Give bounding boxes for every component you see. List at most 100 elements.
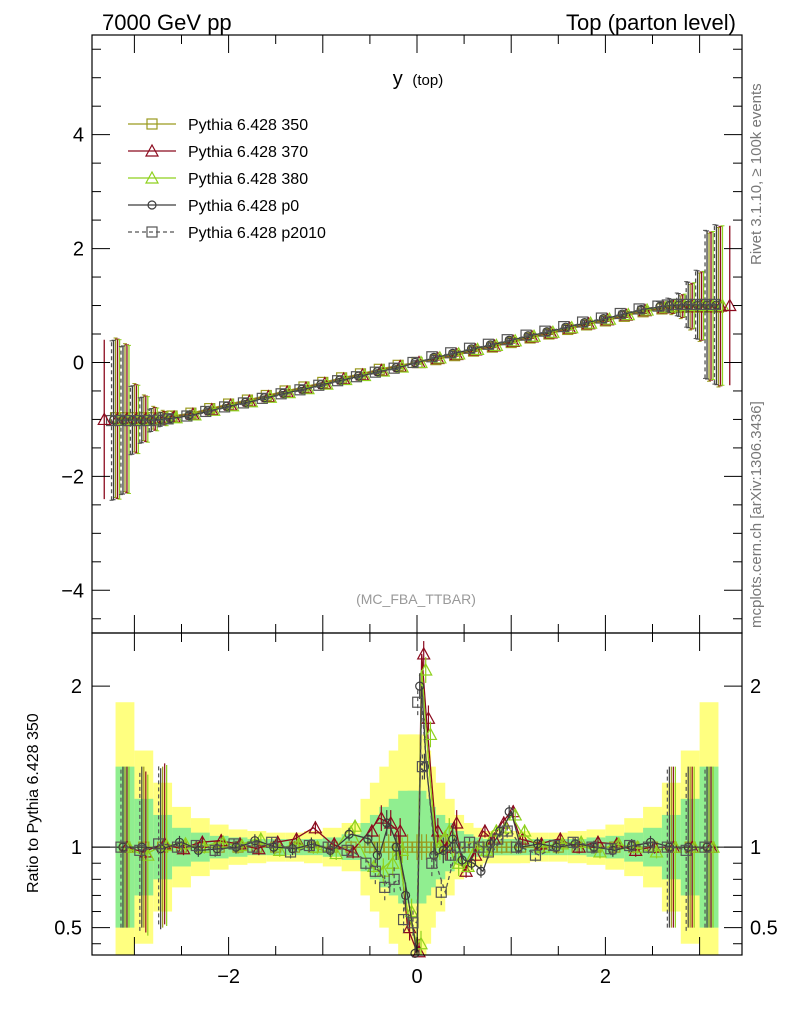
- ratio-point-p0: [476, 866, 486, 876]
- ratio-point-p0: [551, 842, 561, 852]
- ratio-ytick-label: 2: [71, 676, 82, 698]
- ratio-point-p2010: [548, 839, 560, 852]
- ratio-ytick-label-right: 2: [750, 676, 761, 698]
- main-point-p2010: [275, 388, 287, 400]
- ratio-point-p2010: [680, 844, 692, 856]
- ratio-marks: [92, 641, 742, 958]
- main-point-p2010: [482, 338, 494, 350]
- ratio-point-p2010: [586, 841, 598, 853]
- ratio-point-p2010: [426, 857, 438, 869]
- main-point-p2010: [350, 371, 363, 383]
- ratio-point-p0: [429, 850, 439, 860]
- ratio-point-p370: [308, 820, 323, 834]
- ratio-point-p0: [344, 829, 354, 839]
- main-outer-point: [97, 339, 112, 500]
- ratio-point-p2010: [303, 839, 315, 852]
- main-line-p2010: [115, 303, 719, 422]
- ratio-point-p2010: [341, 844, 353, 856]
- ratio-ytick-label-right: 0.5: [750, 918, 778, 940]
- main-point-p2010: [294, 384, 306, 396]
- legend-marker-p380: [144, 170, 160, 184]
- ratio-xtick-label: −2: [217, 966, 240, 988]
- ratio-point-p2010: [284, 846, 297, 858]
- ratio-point-p370: [346, 844, 361, 858]
- ratio-point-p0: [532, 839, 543, 849]
- main-ytick-label: −4: [61, 580, 84, 602]
- ratio-point-p380: [291, 836, 306, 850]
- ratio-point-p2010: [492, 833, 504, 845]
- ratio-point-p2010: [624, 839, 636, 852]
- ratio-point-p0: [457, 855, 467, 865]
- ratio-point-p0: [231, 842, 241, 852]
- legend-label-p2010: Pythia 6.428 p2010: [188, 225, 326, 242]
- ratio-point-p370: [374, 810, 389, 824]
- main-point-p2010: [256, 392, 268, 404]
- ratio-point-p2010: [482, 846, 494, 858]
- ratio-point-p2010: [322, 841, 334, 853]
- legend-label-p0: Pythia 6.428 p0: [188, 198, 299, 215]
- analysis-tag: (MC_FBA_TTBAR): [356, 591, 476, 607]
- ratio-line-p0: [124, 686, 710, 954]
- ratio-point-p0: [250, 836, 260, 846]
- ratio-point-p0: [410, 948, 420, 958]
- rivet-label: Rivet 3.1.10, ≥ 100k events: [748, 83, 765, 265]
- ratio-point-p370: [449, 815, 464, 829]
- ratio-point-p2010: [416, 761, 429, 773]
- ratio-point-p0: [608, 845, 618, 855]
- ratio-point-p2010: [190, 839, 202, 852]
- main-point-p2010: [576, 316, 589, 328]
- ratio-point-p0: [448, 834, 458, 844]
- legend-marker-p0: [147, 200, 157, 210]
- main-outer-marker: [722, 298, 737, 312]
- ratio-point-p0: [391, 842, 401, 852]
- ratio-point-p0: [212, 844, 222, 854]
- ratio-point-p0: [363, 834, 373, 844]
- ratio-ytick-label: 0.5: [54, 918, 82, 940]
- main-outer-point: [722, 225, 737, 386]
- ratio-point-p2010: [661, 841, 673, 853]
- main-point-p2010: [520, 329, 532, 341]
- ratio-point-p380: [413, 936, 429, 950]
- ratio-point-p380: [348, 818, 363, 832]
- ratio-point-p2010: [360, 857, 372, 869]
- ratio-point-p2010: [501, 825, 513, 837]
- ratio-point-p2010: [266, 836, 278, 848]
- main-point-p2010: [633, 303, 645, 315]
- ratio-point-p2010: [153, 838, 165, 850]
- plot-title-main: y: [393, 68, 403, 90]
- ratio-point-p380: [418, 662, 433, 676]
- ratio-point-p370: [251, 841, 266, 855]
- ratio-point-p0: [415, 681, 425, 691]
- ratio-point-p2010: [567, 836, 579, 848]
- ratio-point-p0: [627, 840, 637, 851]
- main-point-p2010: [407, 356, 419, 369]
- legend-label-p380: Pythia 6.428 380: [188, 171, 308, 188]
- main-point-p2010: [218, 401, 231, 413]
- ratio-point-p0: [504, 807, 514, 817]
- ratio-point-p0: [306, 839, 316, 849]
- ratio-point-p2010: [642, 841, 655, 853]
- legend-label-p350: Pythia 6.428 350: [188, 117, 308, 134]
- main-ytick-label: −2: [61, 466, 84, 488]
- main-point-p2010: [708, 298, 721, 310]
- legend-marker-p370: [144, 143, 160, 157]
- plot-title: y (top): [393, 68, 443, 90]
- ratio-point-p0: [683, 842, 693, 852]
- legend-marker-p2010: [146, 226, 158, 238]
- legend-label-p370: Pythia 6.428 370: [188, 144, 308, 161]
- ratio-point-p2010: [412, 696, 424, 708]
- ratio-point-p0: [702, 842, 712, 852]
- ratio-point-p370: [515, 831, 530, 845]
- ratio-xtick-label: 2: [600, 966, 611, 988]
- main-point-p2010: [614, 307, 626, 320]
- ratio-point-p370: [364, 823, 379, 837]
- main-ytick-label: 2: [73, 239, 84, 261]
- ratio-point-p2010: [228, 838, 240, 850]
- main-point-p2010: [595, 312, 608, 324]
- main-ticks: −4 −2 0 2 4: [61, 35, 742, 633]
- ratio-point-p2010: [115, 841, 127, 853]
- ratio-point-p2010: [247, 841, 259, 853]
- ratio-point-p380: [385, 855, 400, 869]
- main-outer-marker: [97, 412, 112, 426]
- ratio-ylabel: Ratio to Pythia 6.428 350: [25, 713, 42, 893]
